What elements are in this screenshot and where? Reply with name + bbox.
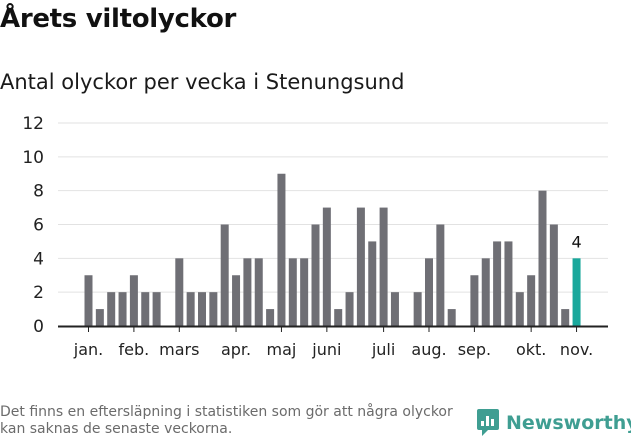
bar [141, 292, 150, 326]
bar [527, 275, 536, 326]
x-tick-label: nov. [560, 340, 593, 359]
bar [425, 258, 433, 326]
bar [175, 258, 184, 326]
highlight-value-label: 4 [571, 232, 581, 251]
y-tick-label: 0 [33, 317, 44, 337]
bar [436, 224, 445, 326]
y-axis-ticks: 0 2 4 6 8 10 12 [22, 114, 44, 337]
bar [107, 292, 116, 326]
bar [470, 275, 479, 326]
bar [266, 309, 275, 326]
y-tick-label: 2 [33, 283, 44, 303]
y-tick-label: 12 [22, 114, 44, 134]
brand-name: Newsworthy [506, 412, 631, 434]
x-tick-label: juli [371, 340, 395, 359]
bar [515, 292, 524, 326]
bar [334, 309, 343, 326]
bar [300, 258, 309, 326]
bar [538, 190, 547, 326]
x-tick-label: juni [311, 340, 341, 359]
bar [288, 258, 297, 326]
bar [277, 173, 286, 326]
x-tick-label: maj [267, 340, 297, 359]
bar [368, 241, 377, 326]
bar [254, 258, 263, 326]
bar [243, 258, 252, 326]
x-axis-ticks: jan. feb. mars apr. maj juni juli aug. sep. okt. n… [73, 326, 593, 359]
bar [152, 292, 161, 326]
bar [504, 241, 513, 326]
bar [118, 292, 127, 326]
bar [232, 275, 241, 326]
y-tick-label: 8 [33, 182, 44, 202]
bar-highlight [572, 258, 581, 326]
newsworthy-logo-icon [477, 409, 499, 436]
bars: 4 [84, 173, 582, 326]
chart-subtitle: Antal olyckor per vecka i Stenungsund [0, 70, 405, 94]
bar [198, 292, 206, 326]
bar [549, 224, 558, 326]
bar [493, 241, 502, 326]
x-tick-label: mars [159, 340, 199, 359]
bar [481, 258, 490, 326]
gridlines [58, 122, 608, 293]
bar [84, 275, 93, 326]
bar [186, 292, 195, 326]
x-tick-label: aug. [411, 340, 446, 359]
bar [209, 292, 218, 326]
bar [345, 292, 354, 326]
bar [379, 207, 388, 326]
bar [311, 224, 320, 326]
y-tick-label: 4 [33, 249, 44, 269]
bar [95, 309, 104, 326]
bar [390, 292, 399, 326]
bar [413, 292, 422, 326]
bar [447, 309, 456, 326]
x-tick-label: apr. [221, 340, 251, 359]
bar [561, 309, 570, 326]
bar [220, 224, 229, 326]
x-tick-label: jan. [73, 340, 103, 359]
bar [322, 207, 331, 326]
y-tick-label: 6 [33, 216, 44, 236]
x-tick-label: okt. [516, 340, 546, 359]
bar [356, 207, 365, 326]
x-tick-label: sep. [458, 340, 491, 359]
x-tick-label: feb. [119, 340, 150, 359]
chart-title: Årets viltolyckor [0, 4, 237, 34]
brand-logo[interactable]: Newsworthy [476, 408, 631, 438]
footnote: Det finns en eftersläpning i statistiken… [0, 404, 453, 437]
y-tick-label: 10 [22, 148, 44, 168]
bar [129, 275, 138, 326]
